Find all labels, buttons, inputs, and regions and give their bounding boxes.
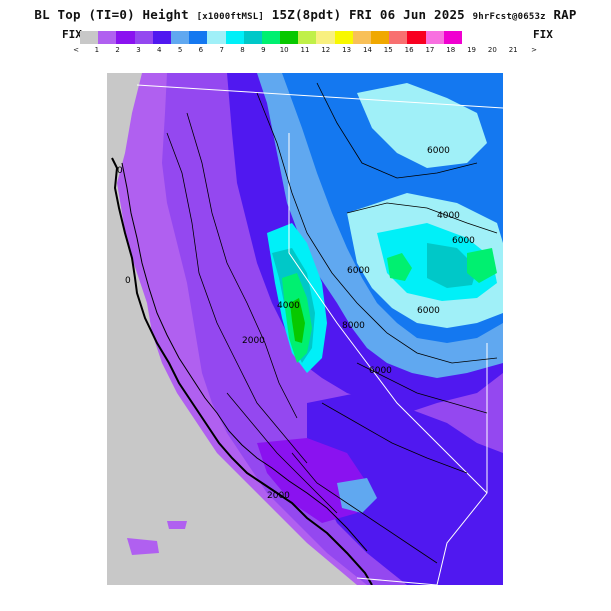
colorbar-swatch-10 [243,31,262,44]
colorbar-swatch-9 [225,31,244,44]
colorbar-swatch-20 [425,31,444,44]
title-units: [x1000ftMSL] [196,12,265,22]
state-border-mx [356,577,438,585]
colorbar-tick-label: 5 [177,46,183,54]
coastline [111,157,373,585]
colorbar-tick-label: 4 [157,46,162,54]
colorbar-tick-label: 11 [300,46,310,54]
contour-label: 0 [125,276,131,286]
colorbar-swatch-15 [334,31,353,44]
colorbar-tick-label: 15 [383,46,393,54]
field-south-blue [337,478,377,513]
field-level-10b [387,253,412,281]
colorbar-tick-label: 9 [261,46,266,54]
contour-label: 2000 [242,336,265,346]
colorbar-swatch-6 [170,31,190,44]
colorbar-swatch-2 [98,31,117,44]
field-level-11 [290,298,305,343]
colorbar-tick-label: > [531,46,537,54]
field-island-2 [167,521,187,529]
colorbar-tick-label: 21 [508,46,518,54]
map-svg: 0 0 2000 2000 4000 4000 6000 6000 6000 6000 6000 80… [107,73,503,585]
contour-label: 6000 [347,266,370,276]
field-level-7b [357,83,487,168]
colorbar-swatch-13 [298,31,317,44]
contour-label: 4000 [277,301,300,311]
colorbar-tick-label: 6 [198,46,204,54]
colorbar-tick-label: 8 [240,46,245,54]
field-level-10c [467,248,497,283]
colorbar-fix-right: FIX [533,28,553,41]
contour-label: 6000 [427,146,450,156]
colorbar-tick-label: 10 [279,46,289,54]
title-model: RAP [553,7,577,22]
contour-label: 0 [117,166,123,176]
colorbar-swatch-18 [389,31,408,44]
colorbar-tick-label: 2 [115,46,120,54]
colorbar-tick-label: 3 [136,46,141,54]
contour-label: 4000 [437,211,460,221]
contour-label: 2000 [267,491,290,501]
state-border-az [436,343,488,585]
colorbar-swatch-14 [316,31,335,44]
colorbar-swatch-4 [134,31,153,44]
state-border-or [136,84,503,109]
colorbar-swatch-3 [116,31,135,44]
state-border-ca-nv [288,133,488,494]
colorbar-tick-label: 14 [362,46,372,54]
contour-label: 6000 [369,366,392,376]
contour-label: 6000 [417,306,440,316]
colorbar-tick-label: 19 [467,46,476,54]
colorbar [80,31,462,44]
colorbar-tick-label: < [73,46,79,54]
title-main: BL Top (TI=0) Height [34,7,189,22]
colorbar-tick-label: 16 [404,46,414,54]
field-level-9b [427,243,477,288]
colorbar-tick-label: 12 [321,46,331,54]
field-island-1 [127,538,159,555]
colorbar-swatch-21 [443,31,462,44]
colorbar-tick-label: 20 [487,46,497,54]
map-panel: 0 0 2000 2000 4000 4000 6000 6000 6000 6000 6000 80… [107,73,503,585]
colorbar-fix-left: FIX [62,28,82,41]
contours [166,82,498,564]
colorbar-swatch-19 [407,31,426,44]
field-south-lobe-2 [257,438,367,523]
colorbar-swatch-1 [80,31,99,44]
contour-label: 6000 [452,236,475,246]
colorbar-ticks: <1 2 3 4 5 6 7 8 9 10 11 12 13 14 15 16 17 18 19 20 21 > [70,46,540,56]
colorbar-swatch-16 [352,31,371,44]
colorbar-tick-label: 18 [446,46,456,54]
colorbar-swatch-8 [207,31,226,44]
colorbar-tick-label: 7 [219,46,224,54]
field-south-lobe [307,393,503,585]
colorbar-swatch-11 [261,31,281,44]
colorbar-tick-label: 13 [342,46,352,54]
chart-title: BL Top (TI=0) Height [x1000ftMSL] 15Z(8p… [0,7,611,22]
colorbar-tick-label: 17 [425,46,435,54]
contour-labels: 0 0 2000 2000 4000 4000 6000 6000 6000 6000 6000 80… [117,146,475,501]
title-time: 15Z(8pdt) FRI 06 Jun 2025 [271,7,465,22]
contour-label: 8000 [342,321,365,331]
colorbar-swatch-17 [371,31,390,44]
colorbar-swatch-5 [152,31,171,44]
colorbar-tick-label: 1 [94,46,100,54]
colorbar-swatch-7 [189,31,208,44]
title-fcst: 9hrFcst@0653z [472,12,546,22]
coastline-inner [121,162,368,552]
colorbar-swatch-12 [280,31,299,44]
